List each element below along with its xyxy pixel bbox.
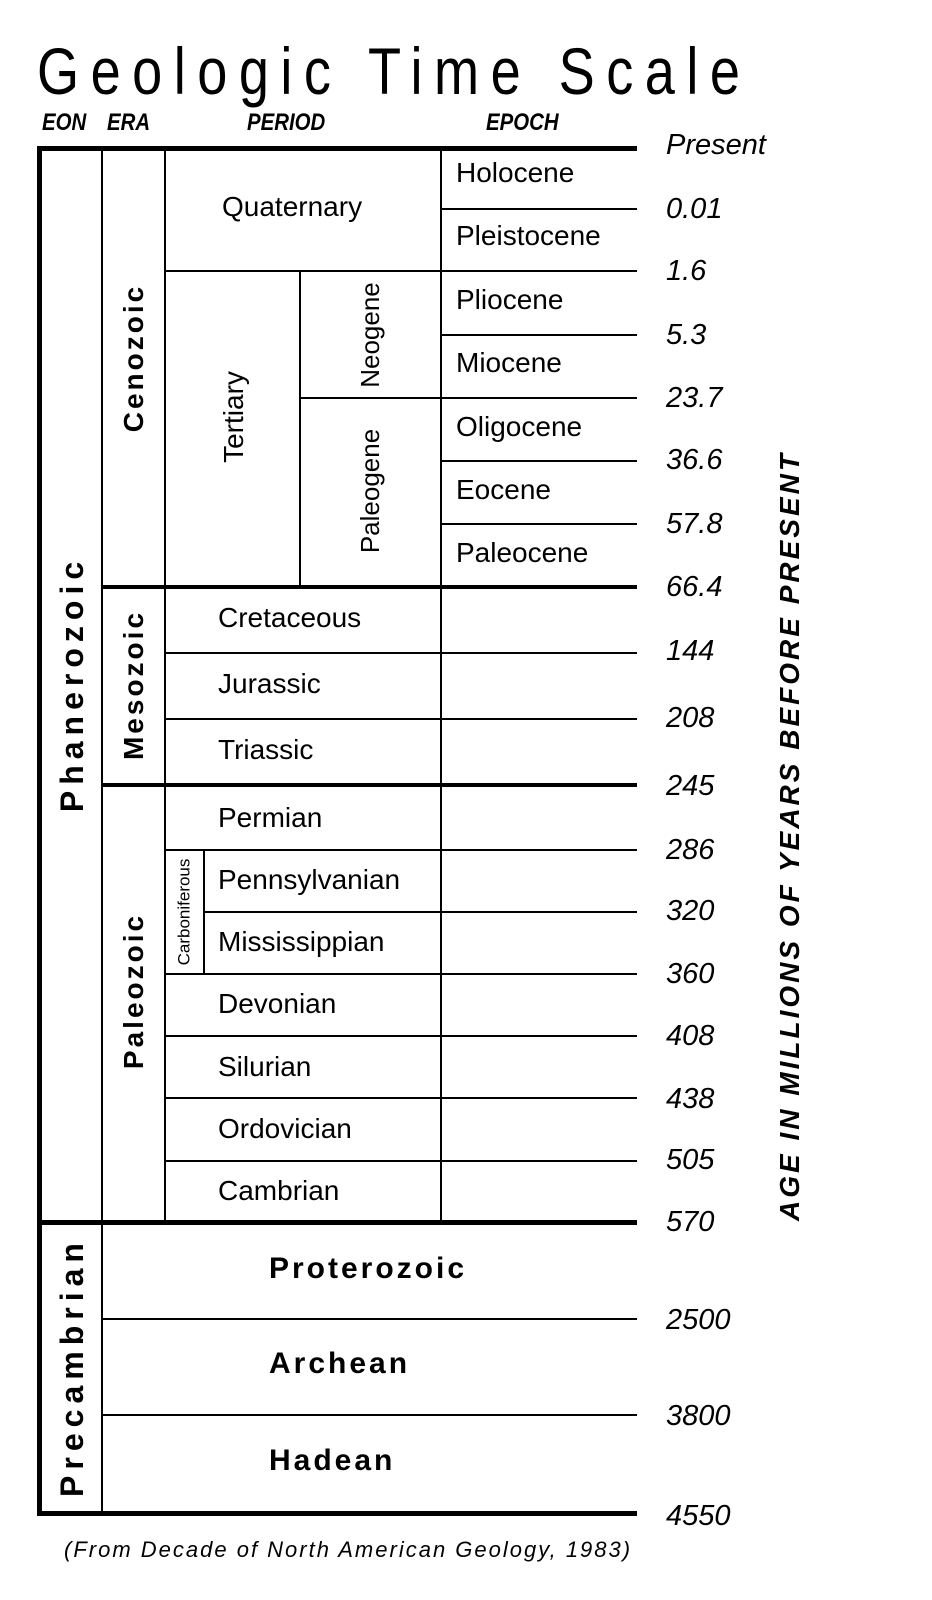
period-mississippian: Mississippian [218, 926, 385, 957]
division-proterozoic: Proterozoic [269, 1252, 468, 1285]
period-triassic: Triassic [218, 734, 314, 765]
boundary-570 [42, 1220, 637, 1225]
age-label: 360 [666, 958, 715, 990]
outer-left-border [37, 146, 42, 1516]
age-label: 208 [666, 702, 715, 734]
boundary-57.8 [441, 523, 637, 525]
age-label: 5.3 [666, 319, 707, 351]
boundary-360 [165, 973, 637, 975]
epoch-pliocene: Pliocene [456, 284, 564, 315]
era-mesozoic: Mesozoic [118, 609, 149, 761]
boundary-505 [165, 1160, 637, 1162]
boundary-144 [165, 652, 637, 654]
period-epoch-divider [440, 148, 442, 1222]
age-label: 408 [666, 1020, 715, 1052]
age-label: 0.01 [666, 193, 723, 225]
period-pennsylvanian: Pennsylvanian [218, 864, 401, 895]
eon-era-divider [101, 148, 103, 1514]
epoch-oligocene: Oligocene [456, 411, 583, 442]
division-hadean: Hadean [269, 1444, 396, 1477]
boundary-23.7 [300, 397, 637, 399]
boundary-320 [204, 911, 637, 913]
era-period-divider [164, 148, 166, 1222]
age-label: 2500 [666, 1304, 731, 1336]
period-jurassic: Jurassic [218, 668, 321, 699]
age-label: 23.7 [666, 382, 723, 414]
boundary-1.6 [165, 270, 637, 272]
boundary-286 [165, 849, 637, 851]
boundary-4550 [37, 1511, 637, 1516]
boundary-438 [165, 1097, 637, 1099]
boundary-36.6 [441, 460, 637, 462]
age-label: 36.6 [666, 444, 723, 476]
epoch-eocene: Eocene [456, 474, 551, 505]
source-footnote: (From Decade of North American Geology, … [64, 1537, 633, 1562]
period-permian: Permian [218, 802, 323, 833]
era-paleozoic: Paleozoic [118, 912, 149, 1070]
period-cambrian: Cambrian [218, 1175, 340, 1206]
epoch-paleocene: Paleocene [456, 537, 589, 568]
epoch-pleistocene: Pleistocene [456, 220, 601, 251]
boundary-66.4 [102, 585, 637, 589]
age-label: 245 [666, 770, 715, 802]
period-devonian: Devonian [218, 988, 337, 1019]
age-label: 144 [666, 635, 715, 667]
boundary-2500 [102, 1318, 637, 1320]
period-neogene: Neogene [355, 282, 385, 388]
age-label: 66.4 [666, 571, 723, 603]
header-era: ERA [107, 109, 151, 136]
tertiary-subdivision-divider [299, 271, 301, 587]
boundary-245 [102, 783, 637, 787]
division-archean: Archean [269, 1347, 411, 1380]
period-paleogene: Paleogene [355, 428, 385, 554]
age-label: 4550 [666, 1500, 731, 1532]
age-label: 320 [666, 895, 715, 927]
age-label: 1.6 [666, 255, 707, 287]
period-silurian: Silurian [218, 1051, 312, 1082]
boundary-present [37, 146, 637, 151]
boundary-5.3 [441, 334, 637, 336]
boundary-0.01 [441, 208, 637, 210]
boundary-3800 [102, 1414, 637, 1416]
header-period: PERIOD [247, 109, 326, 136]
period-cretaceous: Cretaceous [218, 602, 362, 633]
period-quaternary: Quaternary [222, 191, 363, 222]
age-label: 570 [666, 1206, 715, 1238]
age-label: Present [666, 129, 766, 161]
age-label: 438 [666, 1083, 715, 1115]
header-epoch: EPOCH [486, 109, 559, 136]
period-ordovician: Ordovician [218, 1113, 352, 1144]
age-label: 3800 [666, 1400, 731, 1432]
boundary-408 [165, 1035, 637, 1037]
period-carboniferous: Carboniferous [174, 858, 194, 966]
boundary-208 [165, 718, 637, 720]
age-label: 286 [666, 834, 715, 866]
header-eon: EON [42, 109, 87, 136]
axis-label: AGE IN MILLIONS OF YEARS BEFORE PRESENT [774, 451, 805, 1221]
eon-phanerozoic: Phanerozoic [54, 555, 90, 813]
epoch-miocene: Miocene [456, 347, 562, 378]
era-cenozoic: Cenozoic [118, 283, 149, 433]
epoch-holocene: Holocene [456, 157, 575, 188]
page-title: Geologic Time Scale [37, 34, 752, 108]
period-tertiary: Tertiary [218, 371, 249, 463]
age-label: 505 [666, 1144, 715, 1176]
age-label: 57.8 [666, 508, 723, 540]
eon-precambrian: Precambrian [54, 1237, 90, 1497]
